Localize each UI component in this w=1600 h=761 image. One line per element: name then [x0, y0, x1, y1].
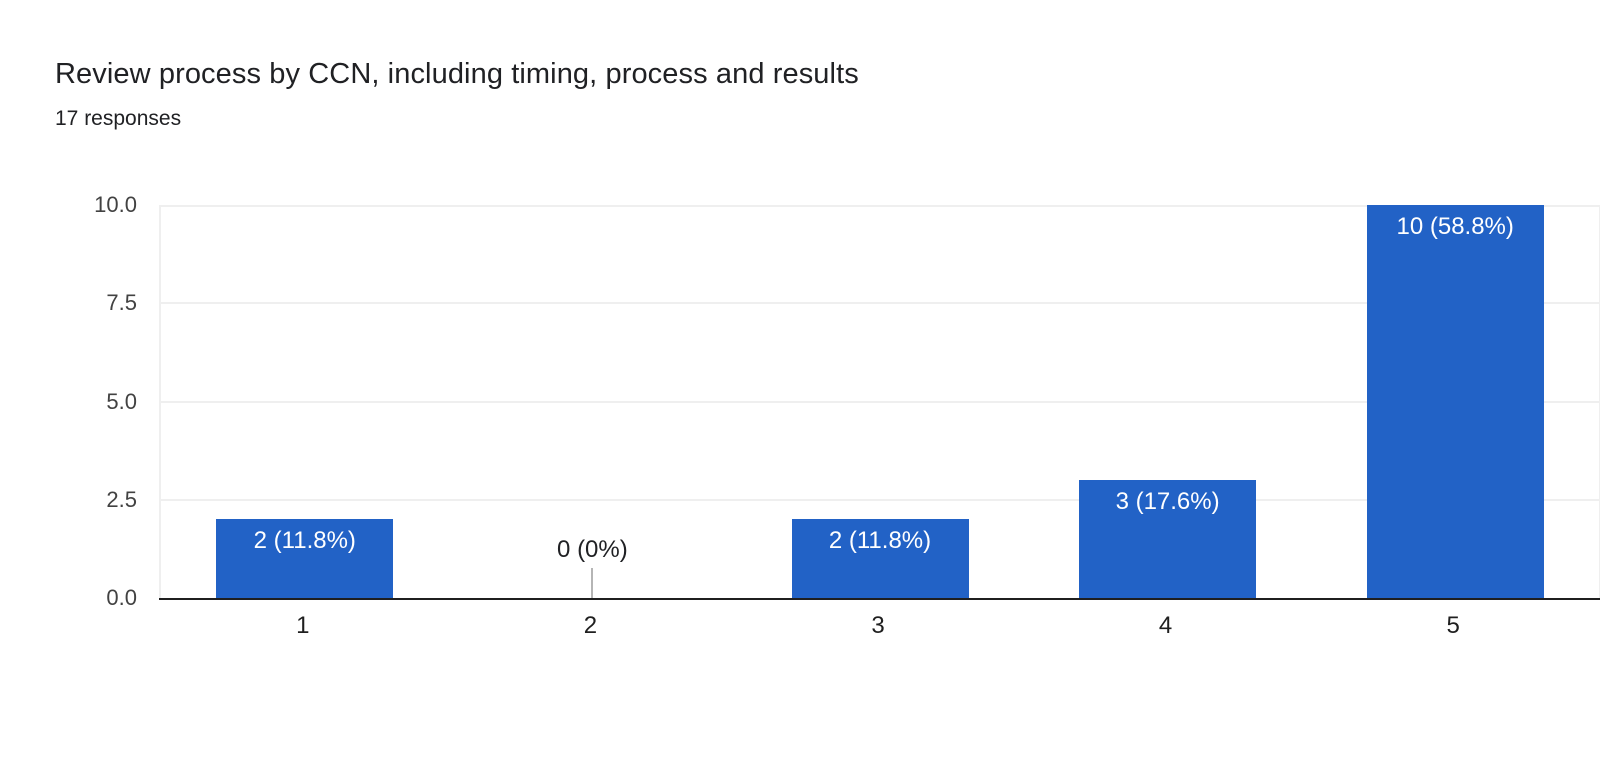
y-tick-label: 7.5: [106, 290, 137, 316]
bar: 10 (58.8%): [1366, 205, 1544, 598]
x-tick-label: 1: [296, 612, 310, 639]
bar-value-label: 3 (17.6%): [1115, 488, 1220, 515]
bar-value-label: 2 (11.8%): [253, 527, 356, 554]
x-tick-label: 2: [583, 612, 598, 639]
bar: 2 (11.8%): [791, 519, 969, 598]
y-tick-label: 10.0: [94, 192, 137, 217]
zero-value-label: 0 (0%): [557, 536, 628, 563]
response-count: 17 responses: [55, 107, 182, 130]
gridline: [161, 205, 1599, 207]
gridline: [161, 400, 1599, 403]
gridline: [161, 498, 1599, 501]
bar-value-label: 2 (11.8%): [828, 527, 932, 554]
y-tick-label: 0.0: [106, 585, 137, 610]
bar-value-label: 10 (58.8%): [1396, 213, 1514, 240]
plot-area: 2 (11.8%) 0 (0%) 2 (11.8%) 3 (17.6%) 10 (58.…: [159, 205, 1600, 600]
zero-tick-stem: [591, 568, 594, 598]
x-axis-line: [159, 598, 1600, 600]
y-tick-label: 5.0: [106, 388, 137, 414]
chart-title: Review process by CCN, including timing,…: [55, 58, 859, 90]
bar: 2 (11.8%): [216, 519, 394, 598]
x-tick-label: 3: [871, 612, 885, 639]
bar: 3 (17.6%): [1079, 480, 1257, 598]
gridline: [161, 302, 1599, 305]
x-tick-label: 4: [1158, 612, 1173, 639]
y-tick-label: 2.5: [106, 486, 137, 512]
x-tick-label: 5: [1446, 612, 1460, 639]
